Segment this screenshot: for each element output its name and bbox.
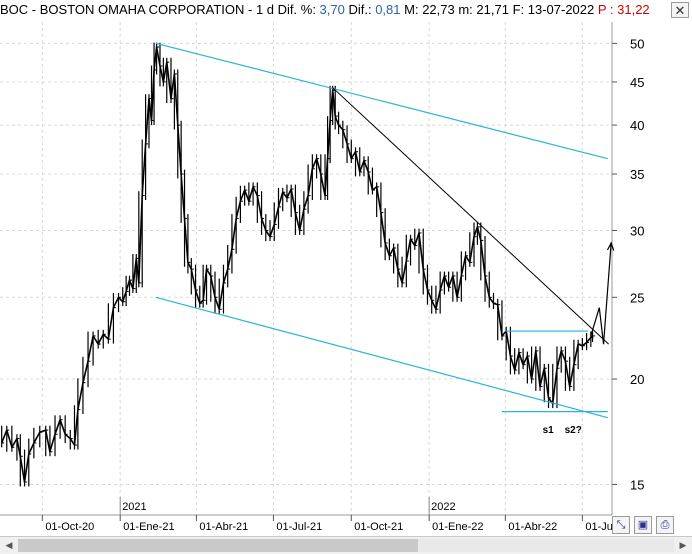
projection-line — [590, 307, 600, 337]
projection-arrowhead — [606, 241, 615, 251]
date-value: 13-07-2022 — [527, 2, 595, 17]
trendline-line — [332, 87, 609, 345]
min-label: m: — [454, 2, 477, 17]
price-series — [0, 42, 596, 487]
x-tick-label: 01-Oct-20 — [45, 521, 94, 533]
save-icon[interactable]: ▣ — [634, 516, 652, 534]
y-tick-label: 50 — [630, 36, 644, 51]
price-value: 31,22 — [617, 2, 650, 17]
price-label: P : — [594, 2, 618, 17]
year-marker-label: 2021 — [122, 501, 146, 513]
price-chart: 15 20 25 30 35 40 45 50 01-Oct-20 01-Ene-21 01-Abr… — [0, 22, 644, 533]
y-tick-label: 15 — [630, 477, 644, 492]
annotation-label: s1 — [543, 425, 555, 436]
date-label: F: — [508, 2, 528, 17]
scroll-right-icon[interactable]: ▶ — [679, 540, 687, 550]
scroll-track[interactable] — [18, 539, 674, 552]
max-label: M: — [400, 2, 423, 17]
scroll-left-icon[interactable]: ◀ — [5, 540, 13, 550]
x-tick-label: 01-Oct-21 — [354, 521, 403, 533]
projection-line — [598, 307, 605, 345]
chart-header: BOC - BOSTON OMAHA CORPORATION - 1 d Dif… — [0, 0, 650, 20]
y-tick-label: 25 — [630, 290, 644, 305]
y-tick-label: 40 — [630, 118, 644, 133]
annotation-label: s2? — [565, 425, 582, 436]
drawings — [155, 42, 615, 419]
annotations: s1 s2? — [543, 425, 582, 436]
symbol: BOC — [0, 2, 29, 17]
x-tick-label: 01-Ene-22 — [432, 521, 483, 533]
scroll-thumb[interactable] — [18, 539, 418, 552]
price-line — [0, 46, 594, 483]
dif-pct-label: Dif. %: — [274, 2, 320, 17]
projection-line — [602, 242, 612, 345]
grid — [0, 22, 612, 515]
period: 1 d — [255, 2, 275, 17]
x-tick-label: 01-Jul-21 — [276, 521, 322, 533]
dif-value: 0,81 — [375, 2, 401, 17]
min-value: 21,71 — [476, 2, 509, 17]
print-icon[interactable]: ⎙ — [656, 516, 674, 534]
header-separator: - — [28, 2, 40, 17]
year-marker-label: 2022 — [431, 501, 455, 513]
x-tick-label: 01-Abr-21 — [199, 521, 248, 533]
x-tick-label: 01-Ju — [585, 521, 613, 533]
max-value: 22,73 — [422, 2, 455, 17]
channel-upper-line — [155, 42, 608, 160]
axes: 15 20 25 30 35 40 45 50 01-Oct-20 01-Ene-21 01-Abr… — [0, 22, 644, 533]
x-tick-label: 01-Abr-22 — [508, 521, 557, 533]
y-tick-label: 20 — [630, 372, 644, 387]
y-tick-label: 30 — [630, 224, 644, 239]
y-tick-label: 35 — [630, 167, 644, 182]
company-name: BOSTON OMAHA CORPORATION — [39, 2, 245, 17]
x-tick-label: 01-Ene-21 — [123, 521, 174, 533]
close-icon[interactable]: ✕ — [671, 2, 689, 18]
y-tick-label: 45 — [630, 75, 644, 90]
horizontal-scrollbar[interactable]: ◀ ▶ — [0, 536, 692, 554]
dif-pct-value: 3,70 — [319, 2, 345, 17]
channel-lower-line — [155, 296, 608, 419]
zoom-icon[interactable]: ⤡ — [612, 516, 630, 534]
dif-label: Dif.: — [344, 2, 376, 17]
header-separator-2: - — [244, 2, 256, 17]
